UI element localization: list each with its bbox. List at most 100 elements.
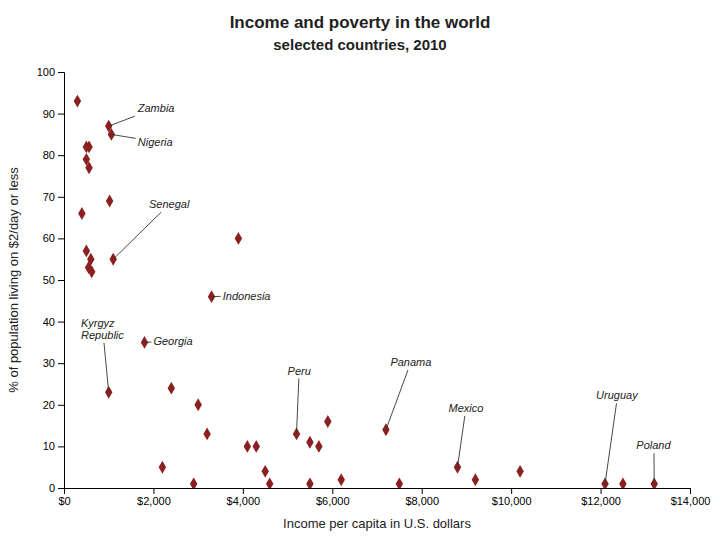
x-axis-title: Income per capita in U.S. dollars	[283, 516, 471, 531]
point	[109, 253, 116, 266]
y-tick-label: 80	[43, 149, 55, 161]
point	[194, 398, 201, 411]
y-tick: 40	[43, 316, 64, 328]
annotation: Senegal	[149, 198, 190, 210]
annotation-line: Uruguay	[596, 389, 639, 401]
x-tick-mark	[511, 488, 512, 494]
y-tick: 30	[43, 357, 64, 369]
x-tick-mark	[601, 488, 602, 494]
point	[235, 232, 242, 245]
point	[324, 415, 331, 428]
y-tick: 50	[43, 274, 64, 286]
y-tick-label: 60	[43, 232, 55, 244]
annotation-leader	[212, 296, 221, 297]
x-tick-mark	[690, 488, 691, 494]
y-tick: 90	[43, 108, 64, 120]
x-tick-label: $12,000	[581, 495, 621, 507]
title: Income and poverty in the world	[230, 13, 491, 32]
x-axis-line	[65, 489, 691, 495]
y-tick-mark	[58, 446, 64, 447]
annotation: Poland	[636, 439, 671, 451]
annotation: Indonesia	[223, 290, 271, 302]
x-tick-label: $14,000	[671, 495, 711, 507]
x-axis: $0 $2,000 $4,000 $6,000 $8,000 $10,000 $12,000…	[58, 488, 710, 507]
y-tick-mark	[58, 280, 64, 281]
annotation-leader	[605, 403, 616, 483]
subtitle: selected countries, 2010	[273, 36, 446, 53]
y-tick: 10	[43, 440, 64, 452]
point	[306, 477, 313, 488]
x-tick: $4,000	[227, 488, 261, 507]
y-tick-mark	[58, 114, 64, 115]
y-tick-label: 20	[43, 399, 55, 411]
annotation-leader	[386, 370, 408, 430]
annotation: KyrgyzRepublic	[81, 317, 124, 341]
annotation-line: Senegal	[149, 198, 190, 210]
annotations: Zambia Nigeria Senegal Indonesia Georgia Kyrg…	[81, 102, 671, 483]
y-tick-label: 30	[43, 357, 55, 369]
annotation-line: Mexico	[449, 402, 484, 414]
point	[261, 465, 268, 478]
x-tick-label: $4,000	[227, 495, 261, 507]
x-tick: $6,000	[316, 488, 350, 507]
y-tick-mark	[58, 155, 64, 156]
y-tick-mark	[58, 322, 64, 323]
y-tick-label: 0	[49, 482, 55, 494]
point	[85, 161, 92, 174]
point	[306, 436, 313, 449]
annotation-line: Zambia	[137, 102, 175, 114]
x-tick: $10,000	[492, 488, 532, 507]
x-tick: $2,000	[137, 488, 171, 507]
y-tick: 80	[43, 149, 64, 161]
y-tick-mark	[58, 405, 64, 406]
y-tick-mark	[58, 72, 64, 73]
annotation-leader	[109, 116, 135, 126]
annotation-leader	[113, 212, 161, 259]
x-tick-mark	[422, 488, 423, 494]
x-tick-label: $2,000	[137, 495, 171, 507]
x-tick-label: $0	[58, 495, 70, 507]
x-tick-label: $8,000	[405, 495, 439, 507]
y-axis-title: % of population living on $2/day or less	[6, 167, 21, 393]
annotation-line: Nigeria	[138, 136, 173, 148]
annotation: Georgia	[153, 335, 192, 347]
y-tick-label: 50	[43, 274, 55, 286]
annotation-line: Republic	[81, 329, 124, 341]
annotation: Uruguay	[596, 389, 639, 401]
y-tick: 60	[43, 232, 64, 244]
x-tick: $12,000	[581, 488, 621, 507]
point	[619, 477, 626, 488]
x-tick-label: $10,000	[492, 495, 532, 507]
annotation: Peru	[288, 364, 311, 376]
y-axis-line	[58, 73, 65, 489]
point	[338, 473, 345, 486]
annotation-leader	[653, 453, 654, 484]
point	[74, 95, 81, 108]
annotation-line: Poland	[636, 439, 671, 451]
point	[85, 140, 92, 153]
point	[244, 440, 251, 453]
point	[159, 461, 166, 474]
x-tick: $14,000	[671, 488, 711, 507]
point	[472, 473, 479, 486]
point	[516, 465, 523, 478]
x-tick-mark	[153, 488, 154, 494]
point	[83, 244, 90, 257]
x-tick: $8,000	[405, 488, 439, 507]
point	[168, 382, 175, 395]
point	[88, 265, 95, 278]
y-tick-mark	[58, 488, 64, 489]
annotation-line: Georgia	[153, 335, 192, 347]
point	[190, 477, 197, 488]
points	[74, 95, 658, 488]
annotation-line: Indonesia	[223, 290, 271, 302]
x-tick: $0	[58, 488, 70, 507]
annotation-leader	[104, 343, 109, 392]
y-tick-label: 90	[43, 108, 55, 120]
y-tick-mark	[58, 197, 64, 198]
x-tick-mark	[332, 488, 333, 494]
y-axis: 0102030405060708090100	[37, 66, 65, 494]
x-tick-mark	[243, 488, 244, 494]
annotation-leader	[457, 416, 464, 467]
annotation-line: Panama	[390, 356, 431, 368]
